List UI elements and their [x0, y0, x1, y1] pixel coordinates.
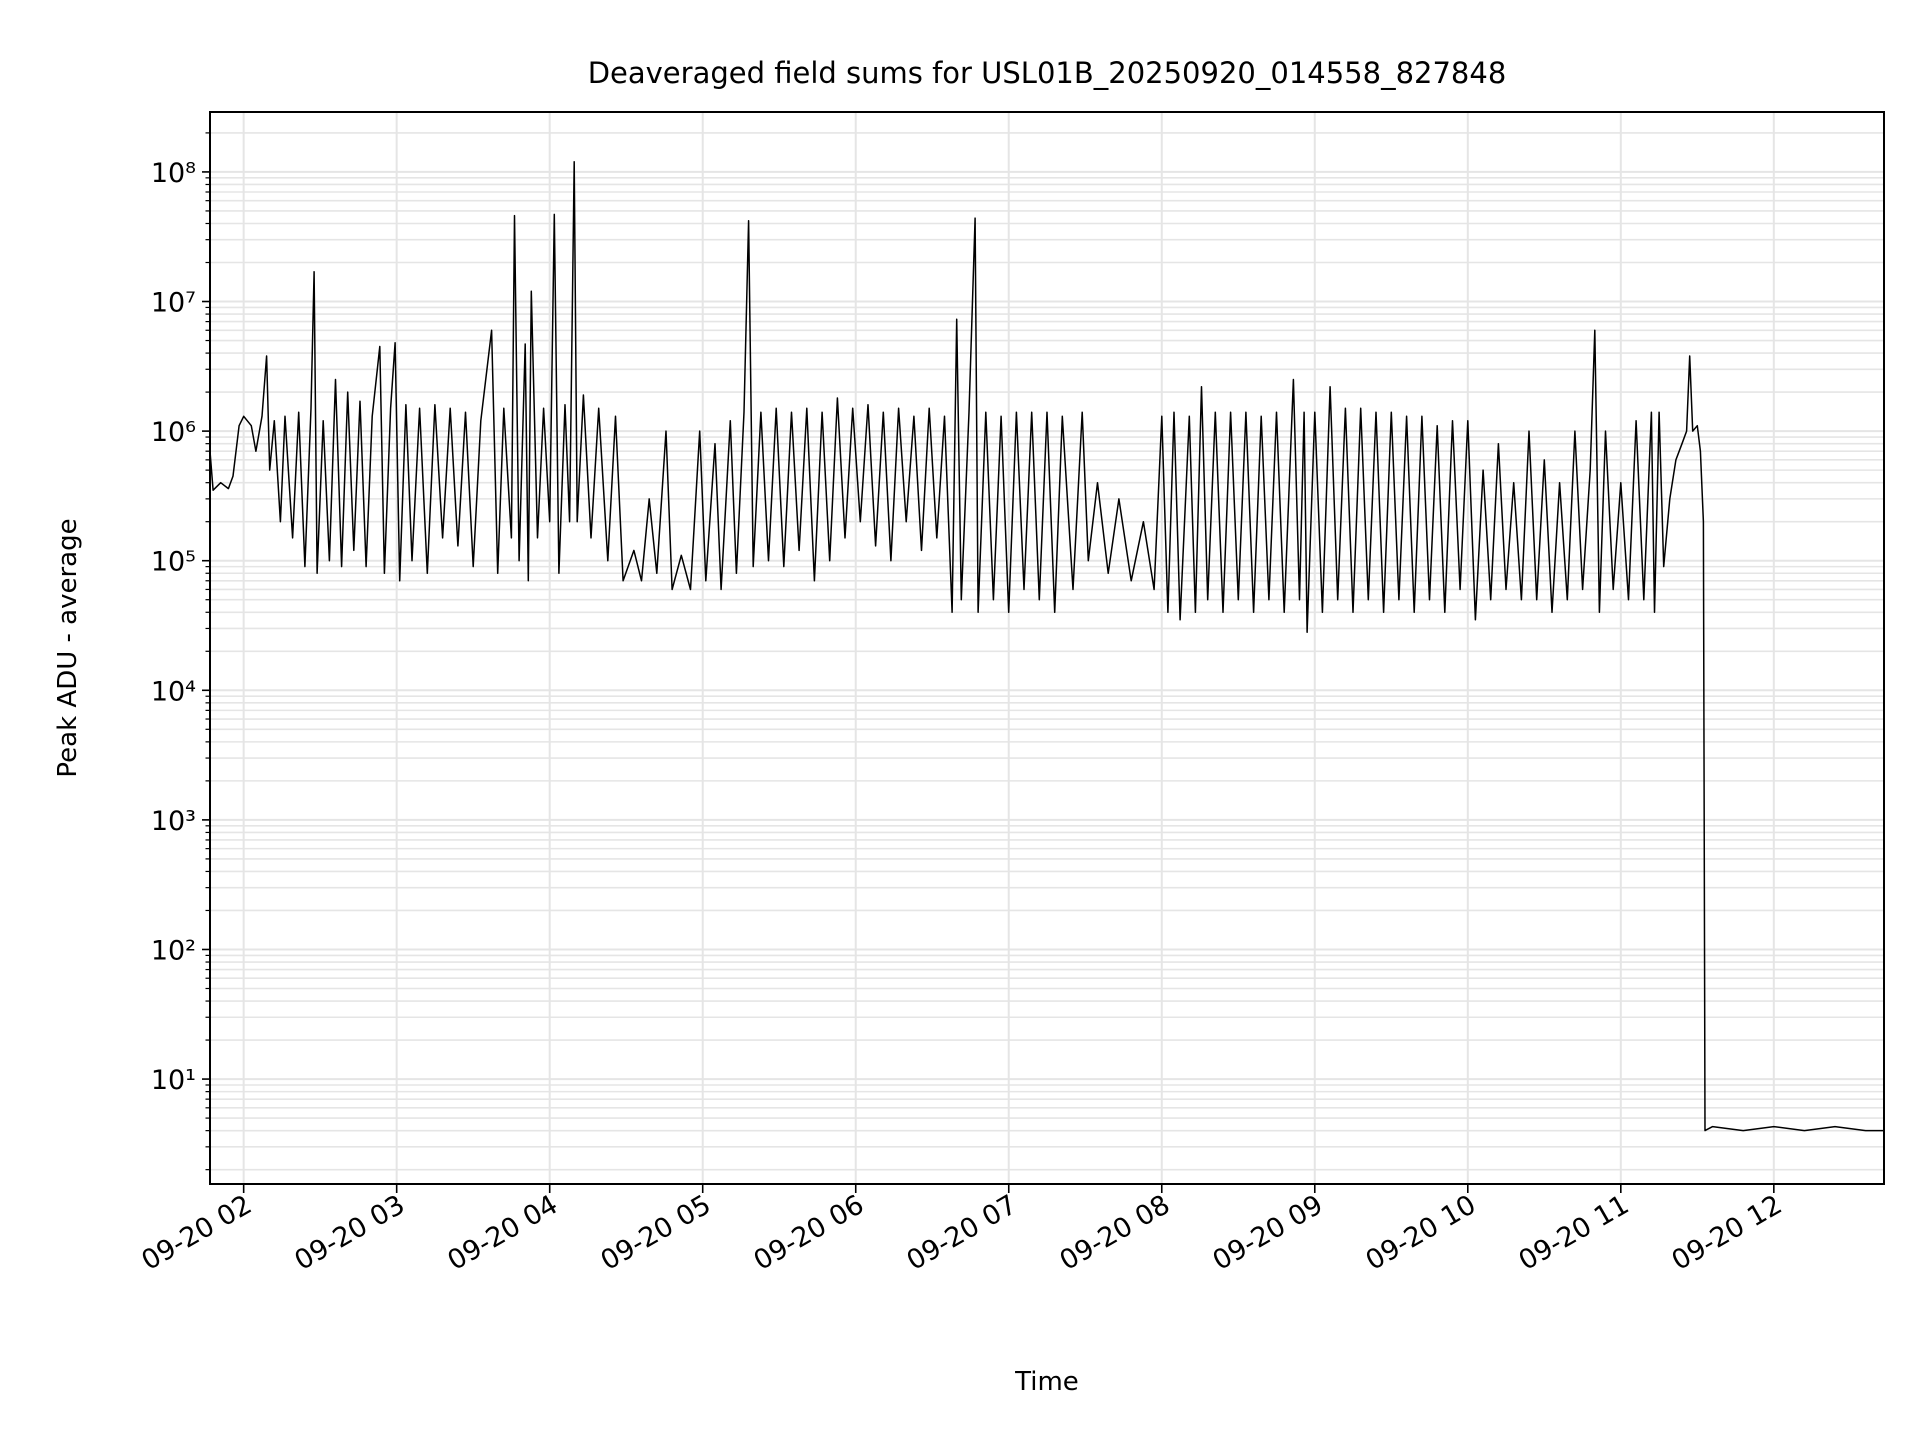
x-tick-label: 09-20 08: [1055, 1189, 1176, 1277]
y-tick-label: 10³: [151, 806, 196, 837]
x-tick-label: 09-20 03: [290, 1189, 411, 1277]
y-tick-label: 10⁷: [151, 288, 196, 319]
series-line: [209, 160, 1884, 1132]
x-tick-label: 09-20 09: [1208, 1189, 1329, 1277]
x-tick-label: 09-20 11: [1514, 1189, 1635, 1277]
x-tick-label: 09-20 04: [443, 1189, 564, 1277]
x-tick-label: 09-20 02: [137, 1189, 258, 1277]
y-tick-label: 10⁶: [151, 417, 196, 448]
y-tick-label: 10⁸: [151, 158, 196, 189]
y-tick-label: 10¹: [151, 1065, 196, 1096]
y-axis: 10¹ 10² 10³ 10⁴ 10⁵ 10⁶ 10⁷ 10⁸: [151, 132, 210, 1171]
chart-title: Deaveraged field sums for USL01B_2025092…: [588, 56, 1507, 90]
x-tick-label: 09-20 05: [596, 1189, 717, 1277]
axes-frame: [209, 111, 1885, 1185]
y-tick-label: 10⁵: [151, 547, 196, 578]
x-tick-label: 09-20 06: [749, 1189, 870, 1277]
y-axis-label: Peak ADU - average: [53, 518, 83, 777]
plot-area: [209, 160, 1884, 1132]
grid: [210, 112, 1884, 1184]
y-tick-label: 10⁴: [151, 676, 196, 707]
x-tick-label: 09-20 07: [902, 1189, 1023, 1277]
y-tick-label: 10²: [151, 935, 196, 966]
x-axis: 09-20 02 09-20 03 09-20 04 09-20 05 09-20 06…: [137, 1184, 1788, 1277]
x-axis-label: Time: [1014, 1367, 1079, 1397]
x-tick-label: 09-20 12: [1667, 1189, 1788, 1277]
x-tick-label: 09-20 10: [1361, 1189, 1482, 1277]
